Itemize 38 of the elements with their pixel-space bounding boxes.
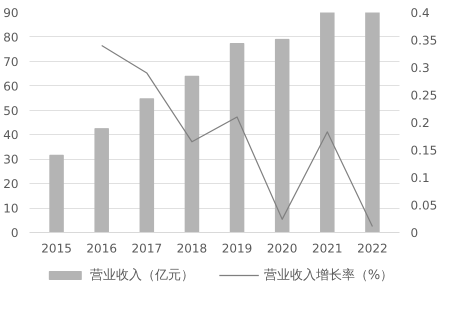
bar xyxy=(274,38,290,232)
x-tick-label: 2016 xyxy=(86,242,117,256)
y2-tick-label: 0.2 xyxy=(410,116,430,130)
bar xyxy=(140,98,154,232)
y-tick-label: 20 xyxy=(3,177,19,192)
legend-label: 营业收入（亿元） xyxy=(90,267,194,284)
y-tick-label: 80 xyxy=(3,30,19,44)
y-tick-label: 70 xyxy=(3,54,19,69)
x-tick-label: 2018 xyxy=(176,242,208,256)
y-tick-label: 0 xyxy=(10,226,19,240)
bar xyxy=(230,43,244,232)
bar xyxy=(365,12,380,232)
bar xyxy=(184,76,200,232)
y2-tick-label: 0.05 xyxy=(410,198,438,212)
y-tick-label: 60 xyxy=(3,79,19,94)
x-tick-label: 2015 xyxy=(41,242,72,256)
y2-tick-label: 0 xyxy=(410,226,418,240)
y2-tick-label: 0.3 xyxy=(410,61,430,75)
bar xyxy=(94,128,109,232)
y-tick-label: 10 xyxy=(3,202,19,216)
y2-tick-label: 0.4 xyxy=(410,6,430,20)
y2-tick-label: 0.1 xyxy=(410,171,430,185)
y-tick-label: 90 xyxy=(3,6,19,20)
y2-tick-label: 0.35 xyxy=(410,34,438,48)
bar xyxy=(49,154,64,232)
y-tick-label: 30 xyxy=(3,152,19,167)
x-tick-label: 2022 xyxy=(357,242,388,256)
y-tick-label: 40 xyxy=(3,128,19,142)
y-tick-label: 50 xyxy=(3,104,19,118)
legend-label: 营业收入增长率（%） xyxy=(264,267,394,284)
bar xyxy=(320,12,335,232)
x-tick-label: 2021 xyxy=(312,242,343,256)
x-tick-label: 2019 xyxy=(222,242,252,256)
x-tick-label: 2020 xyxy=(266,242,298,256)
line-series xyxy=(101,44,374,228)
x-tick-label: 2017 xyxy=(132,242,162,256)
y2-tick-label: 0.25 xyxy=(410,88,438,102)
y2-tick-label: 0.15 xyxy=(410,144,438,158)
